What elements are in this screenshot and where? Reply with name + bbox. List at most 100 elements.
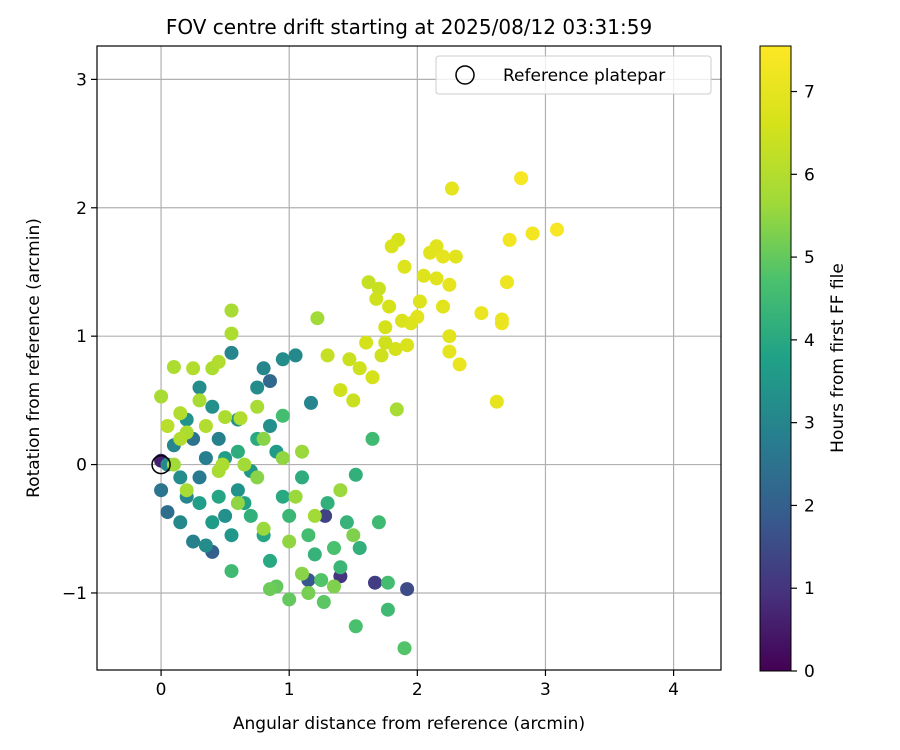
colorbar-tick-label: 7: [804, 83, 815, 103]
data-point: [514, 171, 529, 186]
data-point: [230, 444, 245, 459]
legend-entry-reference: Reference platepar: [503, 66, 665, 86]
data-point: [416, 268, 431, 283]
data-point: [320, 496, 335, 511]
data-point: [489, 394, 504, 409]
data-point: [192, 393, 207, 408]
data-point: [333, 483, 348, 498]
data-point: [192, 470, 207, 485]
data-point: [429, 239, 444, 254]
data-point: [348, 619, 363, 634]
data-point: [295, 444, 309, 459]
colorbar-tick-label: 4: [804, 331, 815, 351]
data-point: [304, 395, 318, 410]
data-point: [250, 470, 265, 485]
y-tick-label: 3: [76, 70, 87, 90]
data-point: [400, 582, 415, 597]
y-axis-ticks: −1 0 1 2 3: [62, 70, 97, 604]
data-point: [436, 249, 450, 264]
x-tick-label: 3: [540, 680, 551, 700]
data-point: [389, 402, 404, 417]
data-point: [452, 357, 467, 372]
colorbar: 0 1 2 3 4 5 6 7 Hours from first FF file: [759, 45, 848, 682]
data-point: [320, 348, 335, 363]
data-point: [282, 534, 297, 549]
data-point: [211, 489, 226, 504]
data-point: [218, 508, 233, 523]
data-point: [327, 579, 341, 594]
data-point: [224, 303, 239, 318]
data-point: [429, 271, 444, 286]
data-point: [352, 361, 367, 376]
data-point: [474, 306, 489, 321]
data-point: [436, 299, 450, 314]
chart-title: FOV centre drift starting at 2025/08/12 …: [166, 15, 652, 39]
data-point: [352, 541, 367, 555]
data-point: [173, 515, 188, 530]
data-point: [346, 528, 361, 543]
data-point: [243, 508, 258, 523]
colorbar-tick-label: 5: [804, 248, 815, 268]
data-point: [378, 335, 393, 350]
data-point: [371, 515, 386, 530]
y-tick-label: 2: [76, 199, 87, 219]
data-point: [388, 342, 403, 356]
data-point: [275, 489, 290, 504]
plot-frame: [96, 45, 722, 671]
colorbar-gradient: [759, 45, 792, 672]
colorbar-tick-label: 2: [804, 496, 815, 516]
data-point: [160, 419, 175, 433]
y-tick-label: −1: [62, 584, 87, 604]
data-point: [224, 326, 239, 341]
data-point: [186, 534, 201, 549]
data-point: [192, 380, 207, 395]
legend-marker-icon: [455, 65, 475, 85]
data-point: [166, 360, 181, 374]
data-point: [448, 249, 463, 264]
data-point: [380, 602, 395, 617]
y-tick-label: 1: [76, 327, 87, 347]
data-point: [160, 505, 175, 520]
data-point: [211, 431, 226, 446]
data-point: [359, 335, 374, 350]
data-point: [525, 226, 540, 241]
legend-box: [435, 55, 712, 95]
data-point: [368, 575, 382, 590]
legend: Reference platepar: [435, 55, 712, 95]
grid-lines: [97, 46, 721, 670]
data-point: [179, 483, 194, 498]
data-point: [237, 457, 252, 472]
data-point: [288, 348, 303, 363]
data-point: [224, 564, 239, 579]
colorbar-tick-label: 1: [804, 579, 815, 599]
data-point: [369, 291, 384, 306]
data-point: [500, 275, 514, 290]
data-point: [154, 389, 169, 404]
data-point: [333, 383, 348, 398]
reference-point-ring: [151, 454, 171, 475]
data-point: [230, 496, 245, 511]
colorbar-label: Hours from first FF file: [828, 263, 848, 453]
data-point: [205, 399, 220, 414]
data-point: [382, 299, 397, 314]
data-point: [198, 538, 213, 553]
data-point: [288, 489, 303, 504]
x-axis-label: Angular distance from reference (arcmin): [233, 714, 585, 734]
data-point: [442, 329, 457, 344]
data-point: [333, 560, 348, 575]
data-point: [215, 457, 230, 472]
data-point: [412, 294, 427, 309]
data-point: [361, 275, 376, 290]
data-point: [275, 451, 290, 466]
data-point: [263, 419, 277, 433]
data-point: [342, 352, 357, 367]
data-point: [442, 277, 457, 292]
data-point: [295, 566, 309, 581]
data-point: [275, 352, 290, 367]
y-axis-label: Rotation from reference (arcmin): [24, 218, 44, 498]
data-point: [173, 431, 188, 446]
data-point: [211, 354, 226, 369]
reference-marker: [151, 454, 171, 475]
data-point: [384, 239, 399, 254]
data-point: [301, 586, 316, 600]
